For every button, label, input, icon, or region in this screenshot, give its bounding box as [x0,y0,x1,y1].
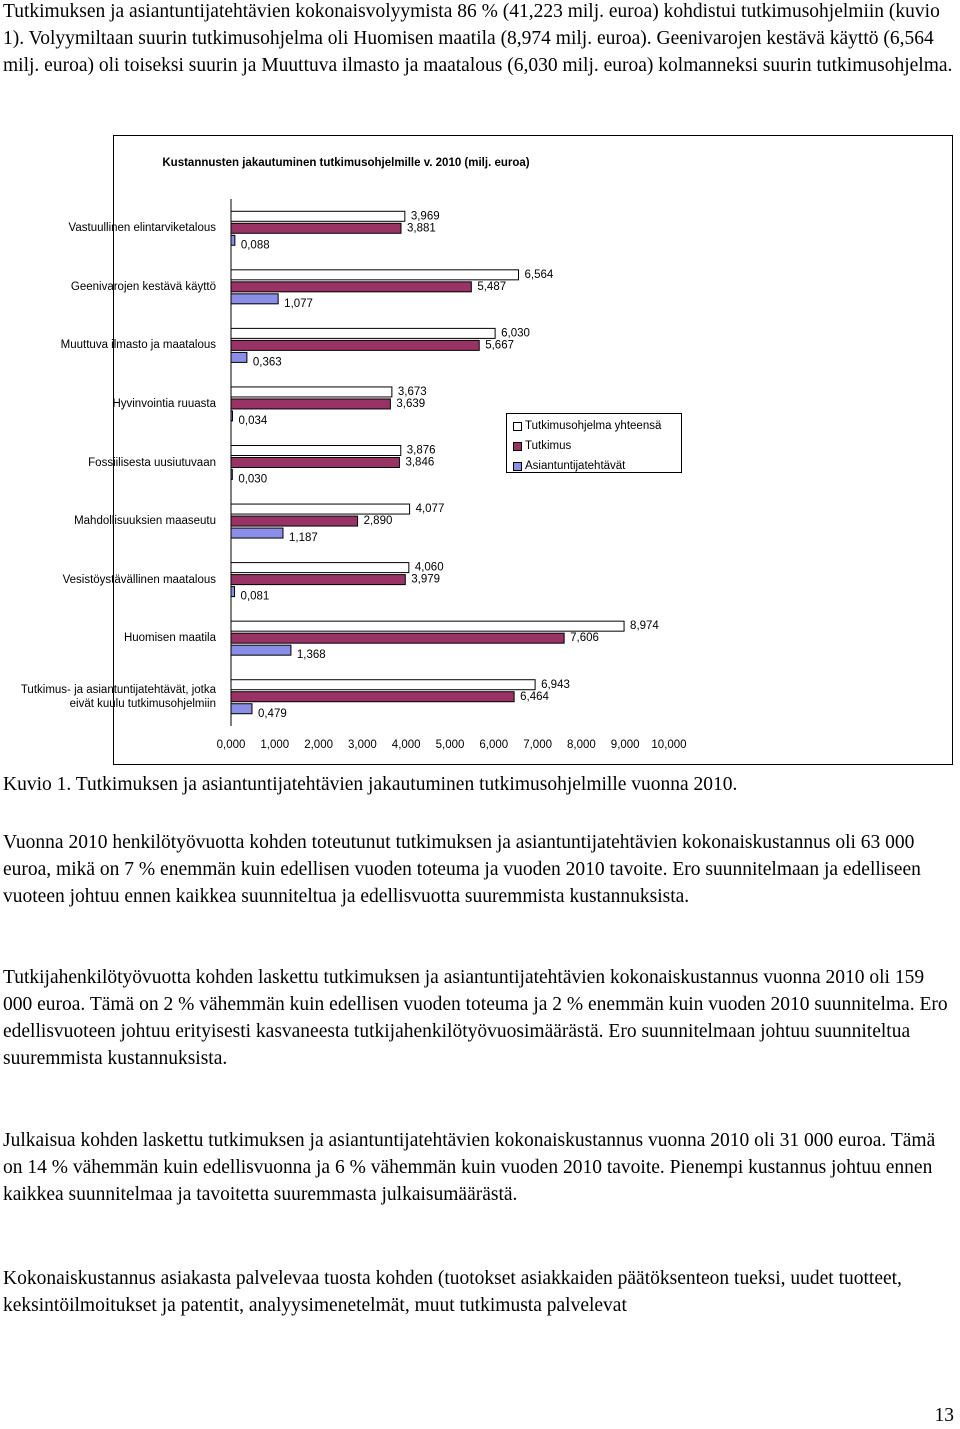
bar [230,269,520,281]
x-tick-label: 2,000 [304,739,333,751]
value-label: 7,606 [570,632,599,644]
bar [230,632,565,644]
paragraph: Vuonna 2010 henkilötyövuotta kohden tote… [3,832,921,907]
bar [230,691,515,703]
chart-svg: Kustannusten jakautuminen tutkimusohjelm… [162,157,686,751]
value-label: 6,943 [541,679,570,691]
category-label: Vastuullinen elintarviketalous [68,222,216,235]
category-label: Vesistöystävällinen maatalous [62,573,216,586]
value-label: 3,979 [411,574,440,586]
legend-swatch [513,441,522,451]
category-label: Geenivarojen kestävä käyttö [70,280,216,293]
category-label: Mahdollisuuksien maaseutu [74,515,216,528]
legend-label: Tutkimusohjelma yhteensä [525,420,662,432]
page-number: 13 [934,1405,955,1426]
value-label: 1,187 [289,532,318,544]
bar [230,339,480,351]
value-label: 3,876 [407,445,436,457]
x-tick-label: 6,000 [479,739,508,751]
x-tick-label: 0,000 [217,739,246,751]
bar [230,293,279,305]
value-label: 6,564 [525,269,554,281]
category-label: Huomisen maatila [123,632,216,645]
bar [230,210,406,222]
value-label: 2,890 [364,515,393,527]
category-label: Hyvinvointia ruuasta [112,397,216,410]
bar [230,445,402,456]
value-label: 3,969 [411,210,440,222]
value-label: 3,639 [396,398,425,410]
bar [230,327,496,339]
value-label: 0,081 [241,591,270,603]
paragraph: Tutkijahenkilötyövuotta kohden laskettu … [3,967,948,1069]
legend-item: Tutkimus [513,438,571,454]
legend-label: Tutkimus [525,440,572,452]
value-label: 4,060 [415,562,444,574]
value-label: 5,487 [477,281,506,293]
legend-swatch [513,421,522,431]
bar [230,281,472,293]
x-tick-label: 7,000 [523,739,552,751]
category-label: Tutkimus- ja asiantuntijatehtävät, jotka… [20,683,216,710]
bar [230,386,393,398]
value-label: 0,088 [241,239,270,251]
value-label: 1,368 [297,649,326,661]
category-label: Muuttuva ilmasto ja maatalous [60,339,216,352]
bar [230,351,248,363]
bar [230,222,402,234]
category-label: Fossiilisesta uusiutuvaan [88,456,216,469]
legend-swatch [513,461,522,471]
bar [230,574,406,586]
legend-item: Asiantuntijatehtävät [513,458,625,474]
x-tick-label: 5,000 [436,739,465,751]
value-label: 6,030 [501,327,530,339]
value-label: 0,479 [258,708,287,720]
bar [230,234,236,246]
value-label: 3,881 [407,222,436,234]
bar [230,410,233,422]
bar [230,644,292,656]
paragraph: Tutkimuksen ja asiantuntijatehtävien kok… [3,1,953,76]
value-label: 8,974 [630,620,659,632]
x-tick-label: 1,000 [260,739,289,751]
value-label: 1,077 [284,298,313,310]
value-label: 4,077 [416,503,445,515]
bar [230,620,625,632]
value-label: 3,673 [398,386,427,398]
value-label: 0,363 [253,356,282,368]
bar [230,586,236,598]
bar [230,503,411,515]
value-label: 0,034 [238,415,267,427]
bar [230,562,410,574]
bar [230,457,400,468]
x-tick-label: 3,000 [348,739,377,751]
x-tick-label: 10,000 [651,739,686,751]
x-tick-label: 8,000 [567,739,596,751]
caption: Kuvio 1. Tutkimuksen ja asiantuntijateht… [3,774,738,795]
x-tick-label: 9,000 [611,739,640,751]
chart: Kustannusten jakautuminen tutkimusohjelm… [21,135,953,765]
value-label: 0,030 [238,474,267,486]
paragraph: Julkaisua kohden laskettu tutkimuksen ja… [3,1130,936,1205]
bar [230,703,253,715]
legend-label: Asiantuntijatehtävät [525,460,626,472]
bar [230,527,284,539]
bar [230,515,359,527]
legend: Tutkimusohjelma yhteensä Tutkimus Asiantun… [506,413,682,473]
bar [230,398,391,410]
x-tick-label: 4,000 [392,739,421,751]
bar [230,679,536,691]
legend-item: Tutkimusohjelma yhteensä [513,418,661,434]
paragraph: Kokonaiskustannus asiakasta palvelevaa t… [3,1268,902,1316]
bar [230,469,233,480]
value-label: 5,667 [485,339,514,351]
value-label: 6,464 [520,691,549,703]
chart-title: Kustannusten jakautuminen tutkimusohjelm… [162,157,529,169]
value-label: 3,846 [405,457,434,469]
